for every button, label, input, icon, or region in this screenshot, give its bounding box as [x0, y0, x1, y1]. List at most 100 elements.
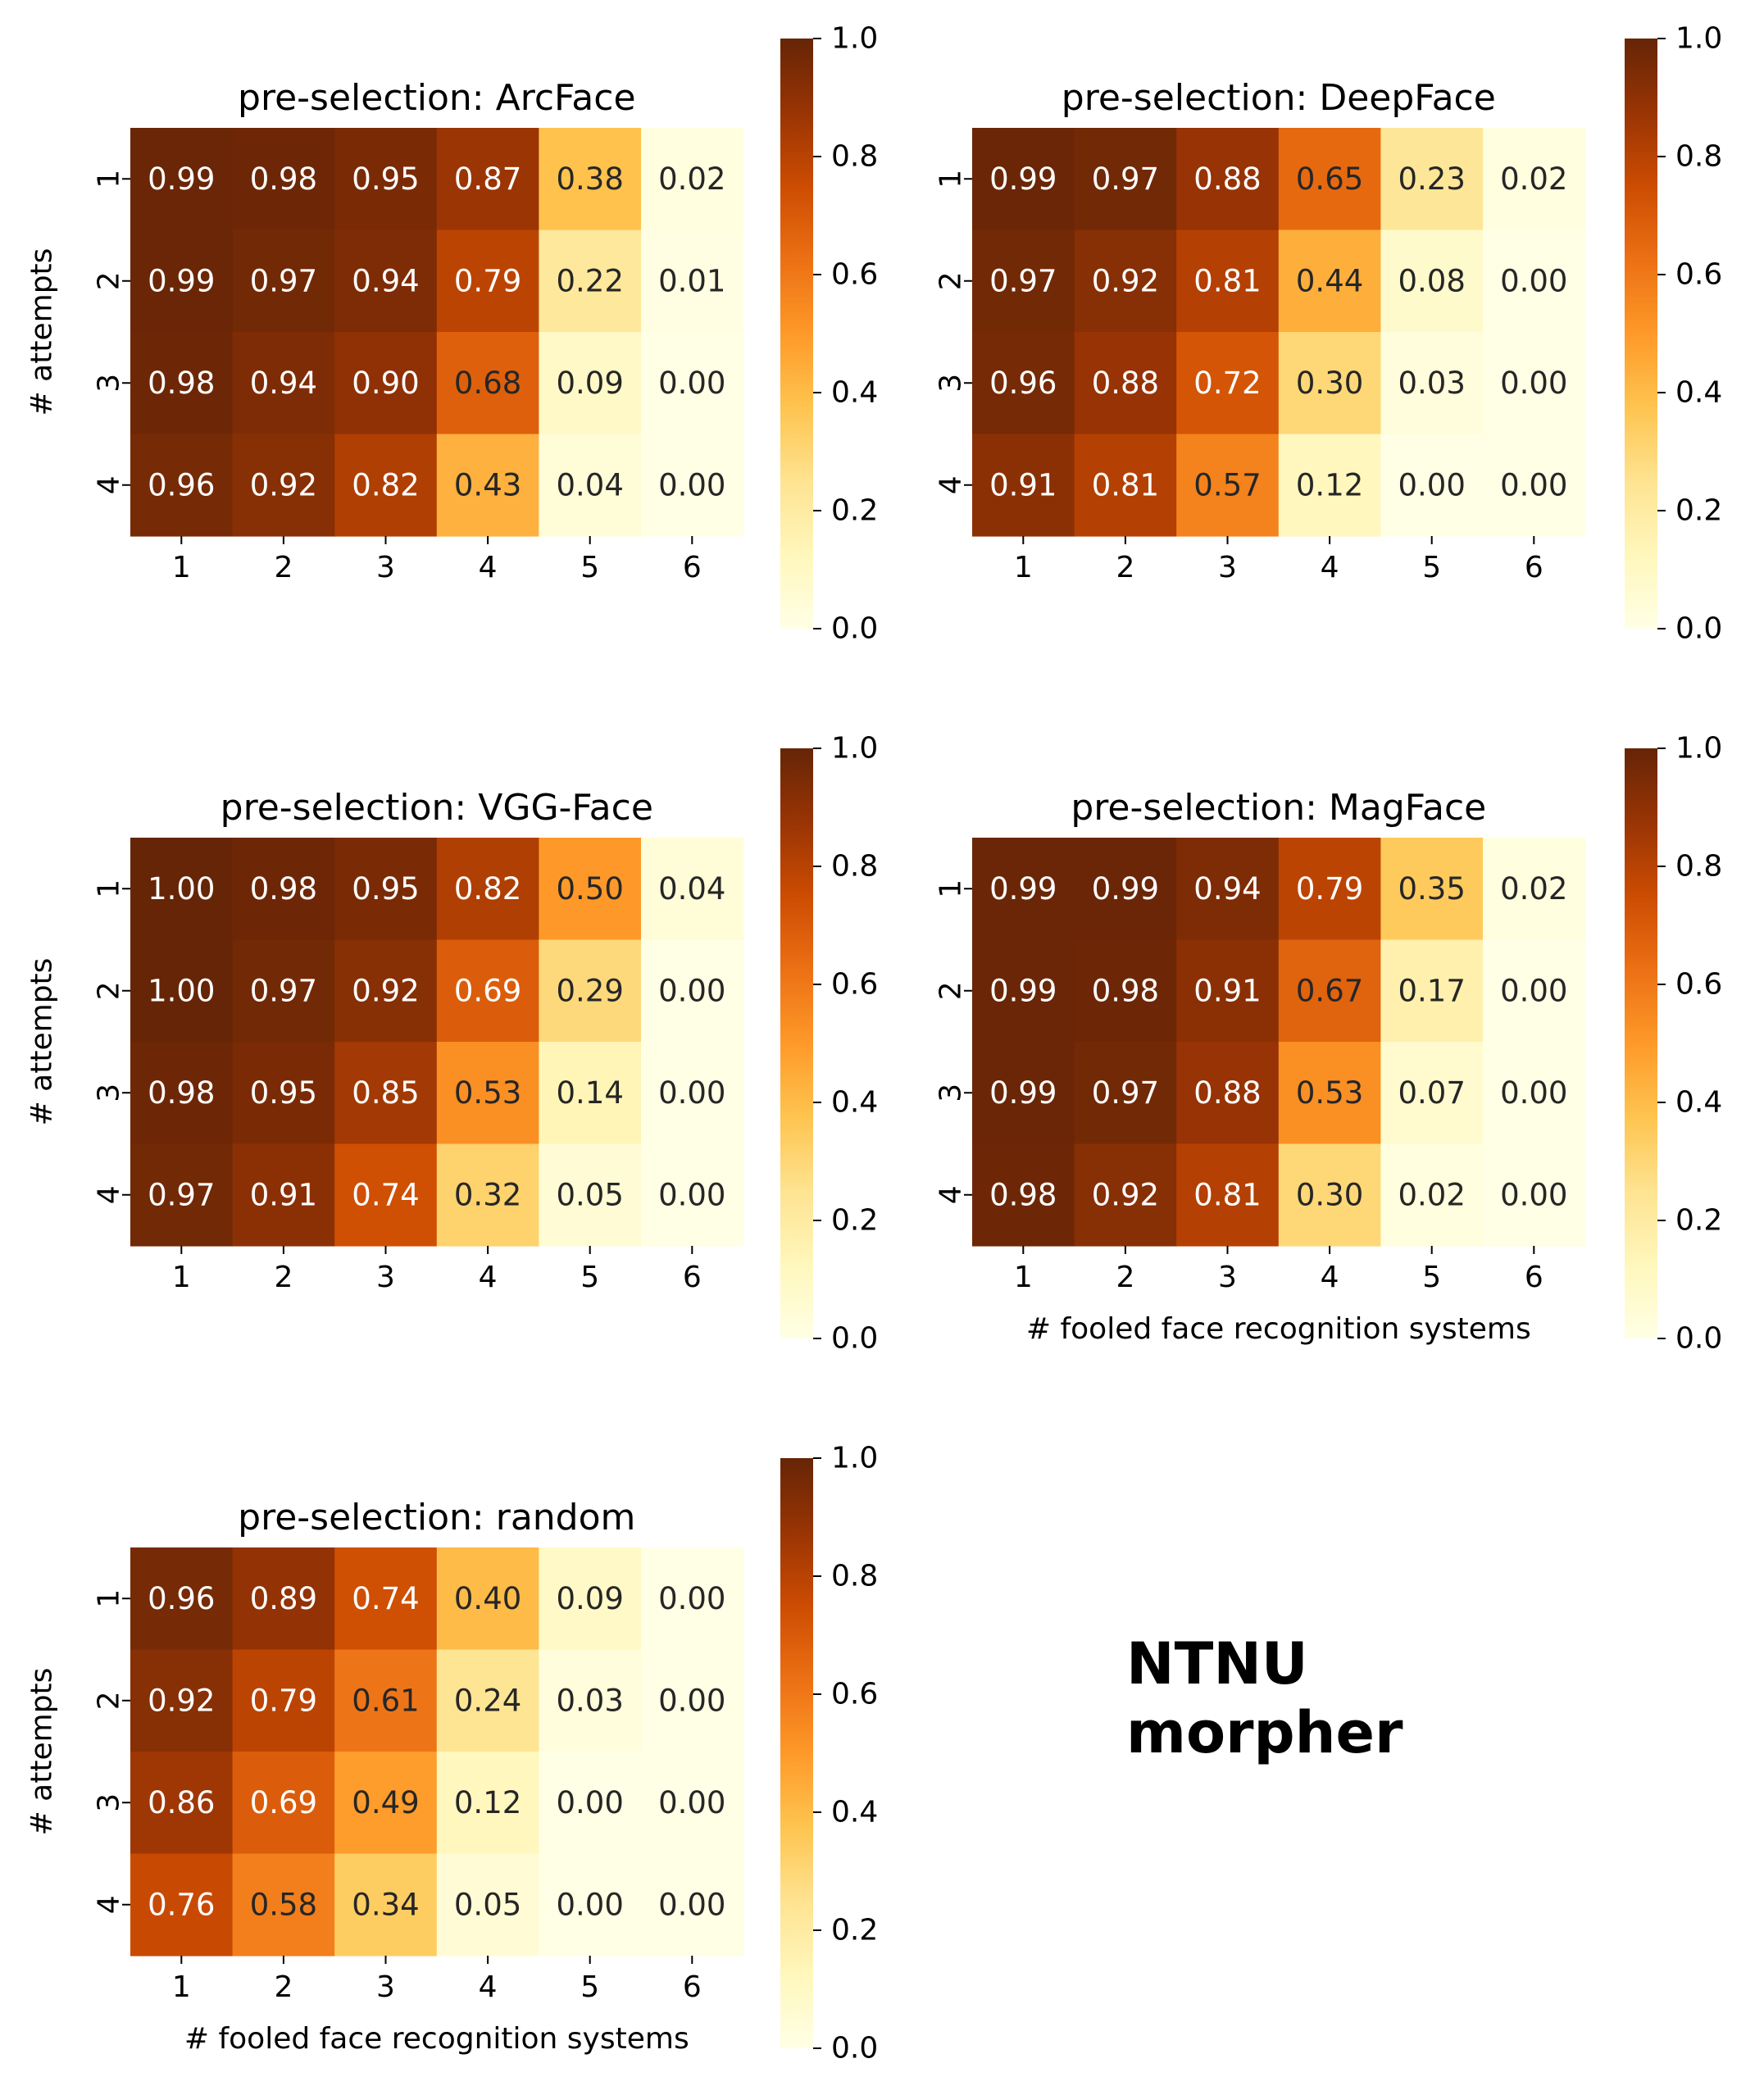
cell-value-label: 0.98	[148, 1075, 215, 1111]
cell-value-label: 0.91	[1193, 973, 1261, 1008]
cell-value-label: 0.00	[1398, 467, 1466, 502]
cell-value-label: 0.88	[1193, 161, 1261, 197]
cell-value-label: 0.99	[148, 161, 215, 197]
heatmap-cell	[972, 838, 1075, 941]
colorbar-tick-label: 0.4	[831, 1796, 878, 1829]
cell-value-label: 0.40	[454, 1581, 521, 1616]
cell-value-label: 0.53	[1296, 1075, 1363, 1111]
x-tick-label: 3	[1218, 1261, 1237, 1294]
cell-value-label: 0.00	[658, 973, 725, 1008]
x-tick-label: 1	[1014, 1261, 1033, 1294]
cell-value-label: 0.00	[658, 1887, 725, 1922]
cell-value-label: 0.49	[352, 1785, 419, 1820]
heatmap-cell	[1483, 939, 1586, 1043]
colorbar-tick-label: 1.0	[831, 1442, 878, 1475]
colorbar-tick-label: 0.8	[831, 850, 878, 884]
cell-value-label: 0.97	[250, 263, 317, 298]
x-axis-label: # fooled face recognition systems	[1026, 1312, 1531, 1346]
cell-value-label: 1.00	[148, 973, 215, 1008]
heatmap-cell	[1278, 1042, 1381, 1145]
cell-value-label: 0.02	[1398, 1177, 1466, 1212]
x-tick-label: 5	[1422, 1261, 1441, 1294]
chart-title: pre-selection: ArcFace	[238, 77, 635, 119]
heatmap-cell	[1380, 128, 1484, 231]
heatmap-cell	[641, 229, 744, 333]
y-tick-label: 2	[93, 981, 126, 1000]
colorbar-tick-label: 0.8	[1675, 140, 1722, 174]
y-tick-label: 1	[93, 170, 126, 189]
x-tick-label: 6	[683, 1970, 702, 2004]
heatmap-cell	[130, 229, 234, 333]
cell-value-label: 0.04	[658, 871, 725, 907]
cell-value-label: 0.74	[352, 1177, 419, 1212]
y-tick-label: 3	[93, 1793, 126, 1812]
heatmap-cell	[334, 332, 438, 435]
heatmap-cell	[1074, 838, 1177, 941]
heatmap-cell	[232, 1143, 335, 1247]
heatmap-cell	[641, 1143, 744, 1247]
colorbar-tick-label: 1.0	[1675, 732, 1722, 766]
colorbar-tick-label: 0.6	[831, 968, 878, 1002]
heatmap-cell	[436, 1143, 539, 1247]
cell-value-label: 0.35	[1398, 871, 1466, 907]
heatmap-cell	[436, 128, 539, 231]
cell-value-label: 0.99	[989, 161, 1057, 197]
colorbar-tick-label: 0.8	[831, 1560, 878, 1593]
cell-value-label: 0.67	[1296, 973, 1363, 1008]
heatmap-cell	[1176, 434, 1280, 537]
cell-value-label: 0.91	[989, 467, 1057, 502]
colorbar-tick-label: 0.0	[831, 2032, 878, 2065]
x-tick-label: 2	[274, 551, 293, 584]
heatmap-cell	[334, 1547, 438, 1651]
chart-title: pre-selection: MagFace	[1071, 787, 1486, 829]
cell-value-label: 0.61	[352, 1683, 419, 1718]
heatmap-cell	[334, 1752, 438, 1855]
x-tick-label: 5	[1422, 551, 1441, 584]
cell-value-label: 0.30	[1296, 1177, 1363, 1212]
heatmap-cell	[1483, 838, 1586, 941]
heatmap-cell	[130, 1752, 234, 1855]
cell-value-label: 0.01	[658, 263, 725, 298]
cell-value-label: 0.95	[352, 161, 419, 197]
colorbar	[780, 1458, 813, 2048]
heatmap-cell	[130, 939, 234, 1043]
heatmap-cell	[232, 1042, 335, 1145]
heatmap-cell	[334, 128, 438, 231]
cell-value-label: 0.69	[454, 973, 521, 1008]
heatmap-cell	[232, 1649, 335, 1752]
cell-value-label: 0.00	[1500, 1075, 1567, 1111]
heatmap-cell	[539, 128, 642, 231]
heatmap-cell	[641, 1853, 744, 1956]
heatmap-cell	[436, 939, 539, 1043]
y-tick-label: 1	[934, 170, 968, 189]
cell-value-label: 0.04	[557, 467, 624, 502]
cell-value-label: 0.98	[989, 1177, 1057, 1212]
colorbar-tick-label: 0.2	[831, 494, 878, 528]
heatmap-cell	[539, 1143, 642, 1247]
heatmap-panel-5: 0.96 0.89 0.74 0.40 0.09 0.000.92 0.79 0.61 0.24…	[25, 1442, 879, 2065]
heatmap-cell	[232, 1752, 335, 1855]
cell-value-label: 0.00	[1500, 973, 1567, 1008]
x-tick-label: 4	[1321, 1261, 1339, 1294]
heatmap-cell	[539, 229, 642, 333]
x-tick-label: 4	[479, 1970, 498, 2004]
heatmap-cell	[972, 1143, 1075, 1247]
heatmap-cell	[1074, 1042, 1177, 1145]
heatmap-cell	[232, 1547, 335, 1651]
cell-value-label: 0.09	[557, 366, 624, 401]
x-tick-label: 4	[479, 1261, 498, 1294]
cell-value-label: 0.00	[557, 1785, 624, 1820]
heatmap-cell	[641, 838, 744, 941]
cell-value-label: 0.91	[250, 1177, 317, 1212]
colorbar-tick-label: 0.6	[831, 258, 878, 292]
x-tick-label: 2	[1116, 1261, 1134, 1294]
y-tick-label: 4	[93, 475, 126, 494]
cell-value-label: 0.87	[454, 161, 521, 197]
cell-value-label: 0.03	[557, 1683, 624, 1718]
y-tick-label: 2	[934, 271, 968, 290]
cell-value-label: 0.24	[454, 1683, 521, 1718]
heatmap-cell	[1483, 434, 1586, 537]
cell-value-label: 0.82	[454, 871, 521, 907]
x-tick-label: 1	[172, 551, 191, 584]
heatmap-cell	[1074, 128, 1177, 231]
